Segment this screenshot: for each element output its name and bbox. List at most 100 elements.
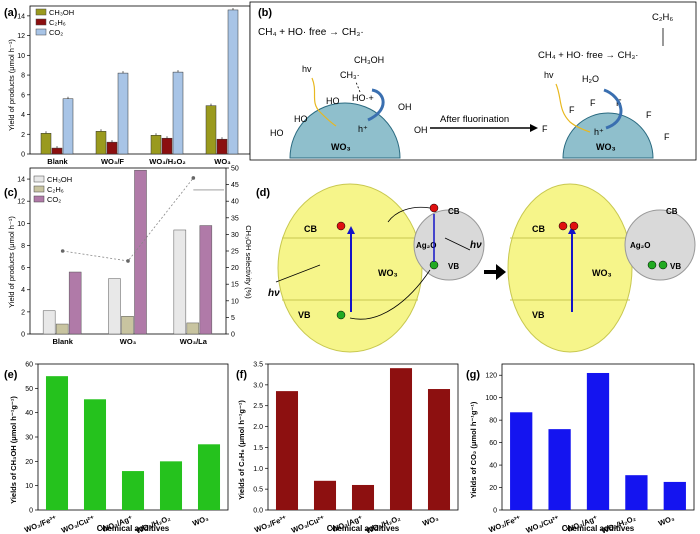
y2tick-label: 35 xyxy=(231,215,239,222)
ytick-label: 0 xyxy=(21,152,25,159)
chart-e-xlabel: Chemical additives xyxy=(97,524,170,533)
ytick-label: 50 xyxy=(25,386,33,393)
chart-f-ylabel: Yields of C₂H₆ (μmol h⁻¹g⁻¹) xyxy=(237,400,246,500)
ytick-label: 10 xyxy=(17,221,25,228)
ytick-label: 14 xyxy=(17,13,25,20)
ytick-label: 1.5 xyxy=(253,445,263,452)
xtick-label: WO₃ xyxy=(657,513,676,528)
xtick-label: WO₃/Fe³⁺ xyxy=(23,513,58,534)
legend-swatch-co2 xyxy=(35,28,47,36)
d-ag-electron-left xyxy=(429,203,439,213)
bar-C2H6-WO3/F xyxy=(106,141,118,155)
chart-g-bars xyxy=(510,372,686,510)
bar-CO2-WO3/F xyxy=(117,72,129,155)
ytick-label: 3.0 xyxy=(253,382,263,389)
chart-e-bars xyxy=(45,376,221,510)
chart-f-yticks: 0.0 0.5 1.0 1.5 2.0 2.5 3.0 3.5 xyxy=(253,362,268,515)
ytick-label: 60 xyxy=(25,362,33,369)
ytick-label: 2.5 xyxy=(253,403,263,410)
d-ag2o-circle-right xyxy=(624,209,696,281)
b-f-6: F xyxy=(664,132,670,142)
panel-g: (g) Yields of CO₂ (μmol h⁻¹g⁻¹) 0 20 40 60 8… xyxy=(466,363,695,534)
d-hv-left: hν xyxy=(268,288,280,299)
bar-C2H6-Blank xyxy=(51,147,63,155)
ytick-label: 100 xyxy=(485,395,497,402)
b-oh-2: OH xyxy=(414,125,428,135)
bar-CO2-WO3 xyxy=(134,169,147,335)
bar-WO3/Cu2+ xyxy=(83,399,107,510)
bar-CO2-Blank xyxy=(62,98,74,155)
chart-c-ylabel: Yield of products (μmol h⁻¹) xyxy=(7,216,16,308)
panel-c: (c) Yield of products (μmol h⁻¹) CH₃OH s… xyxy=(4,166,253,347)
bar-WO3/Fe3+ xyxy=(275,391,299,510)
panel-a: (a) Yield of products (μmol h⁻¹) 0 2 4 6 8 10… xyxy=(4,5,251,166)
chart-c-yticks: 0 2 4 6 8 10 12 14 xyxy=(17,177,30,339)
chart-f-bars xyxy=(275,368,451,510)
chart-a-bars xyxy=(40,7,239,155)
ytick-label: 2 xyxy=(21,132,25,139)
bar-WO3 xyxy=(197,444,221,510)
xtick-label: WO₃/Fe³⁺ xyxy=(253,513,288,534)
chart-c-bars xyxy=(42,169,213,335)
d-electron-right-2 xyxy=(569,221,579,231)
chart-a-ylabel: Yield of products (μmol h⁻¹) xyxy=(7,39,16,131)
y2tick-label: 20 xyxy=(231,265,239,272)
panel-c-label: (c) xyxy=(4,187,18,199)
bar-C2H6-WO3 xyxy=(216,138,228,155)
ytick-label: 120 xyxy=(485,373,497,380)
d-vb-ag-left: VB xyxy=(448,262,459,271)
d-hv-right-1: hν xyxy=(470,240,482,251)
bar-C2H6-WO3/La xyxy=(186,322,200,335)
bar-CH3OH-Blank xyxy=(42,310,56,335)
ytick-label: 20 xyxy=(25,459,33,466)
chart-g-xlabel: Chemical additives xyxy=(562,524,635,533)
selectivity-point xyxy=(191,176,196,180)
xtick-label: Blank xyxy=(47,157,68,166)
d-cb-left: CB xyxy=(304,224,317,234)
legend-swatch-c2h6 xyxy=(35,18,47,26)
ytick-label: 0 xyxy=(29,508,33,515)
b-equation-left: CH₄ + HO· free → CH₃· xyxy=(258,27,364,38)
b-wo3-right xyxy=(562,112,654,159)
b-ho-3: HO xyxy=(270,128,284,138)
d-wo3-right: WO₃ xyxy=(592,268,612,278)
chart-c-y2label: CH₃OH selectivity (%) xyxy=(244,225,253,299)
b-ho-2: HO xyxy=(294,114,308,124)
xtick-label: WO₃/Fe³⁺ xyxy=(487,513,522,534)
y2tick-label: 10 xyxy=(231,298,239,305)
ytick-label: 12 xyxy=(17,199,25,206)
xtick-label: WO₃ xyxy=(214,157,231,166)
ytick-label: 60 xyxy=(489,440,497,447)
d-cb-ag-left: CB xyxy=(448,207,460,216)
b-hoplus: HO·+ xyxy=(352,93,374,103)
bar-WO3/Ag+ xyxy=(351,484,375,510)
chart-a-yticks: 0 2 4 6 8 10 12 14 xyxy=(17,13,30,159)
b-c2h6: C₂H₆ xyxy=(652,12,673,23)
d-light-arrow-right xyxy=(444,237,471,251)
b-hv-left: hv xyxy=(302,64,312,74)
panel-f: (f) Yields of C₂H₆ (μmol h⁻¹g⁻¹) 0.0 0.5 1… xyxy=(236,362,459,534)
b-curved-arrow-right xyxy=(603,88,623,130)
b-main-arrow-head xyxy=(530,124,538,132)
b-oh-1: OH xyxy=(398,102,412,112)
bar-WO3/Ag+ xyxy=(121,471,145,510)
b-light-left xyxy=(311,77,337,127)
panel-e-label: (e) xyxy=(4,369,18,381)
chart-e-yticks: 0 10 20 30 40 50 60 xyxy=(25,362,38,515)
b-arrow-text: After fluorination xyxy=(440,114,509,125)
b-ho-1: HO xyxy=(326,96,340,106)
legend-swatch-c-co2 xyxy=(33,195,45,203)
d-electron-right-1 xyxy=(558,221,568,231)
y2tick-label: 25 xyxy=(231,249,239,256)
b-f-4: F xyxy=(646,110,652,120)
bar-WO3/Ag+ xyxy=(586,372,610,510)
chart-a-xlabels: Blank WO₃/F WO₃/H₂O₂ WO₃ xyxy=(47,157,231,166)
ytick-label: 80 xyxy=(489,418,497,425)
xtick-label: Blank xyxy=(52,337,73,346)
chart-a-legend: CH₃OH C₂H₆ CO₂ xyxy=(35,8,74,37)
selectivity-point xyxy=(126,259,130,263)
ytick-label: 0 xyxy=(493,508,497,515)
bar-CH3OH-WO3 xyxy=(205,105,217,155)
selectivity-point xyxy=(60,249,65,253)
xtick-label: WO₃/Cu²⁺ xyxy=(525,513,561,534)
